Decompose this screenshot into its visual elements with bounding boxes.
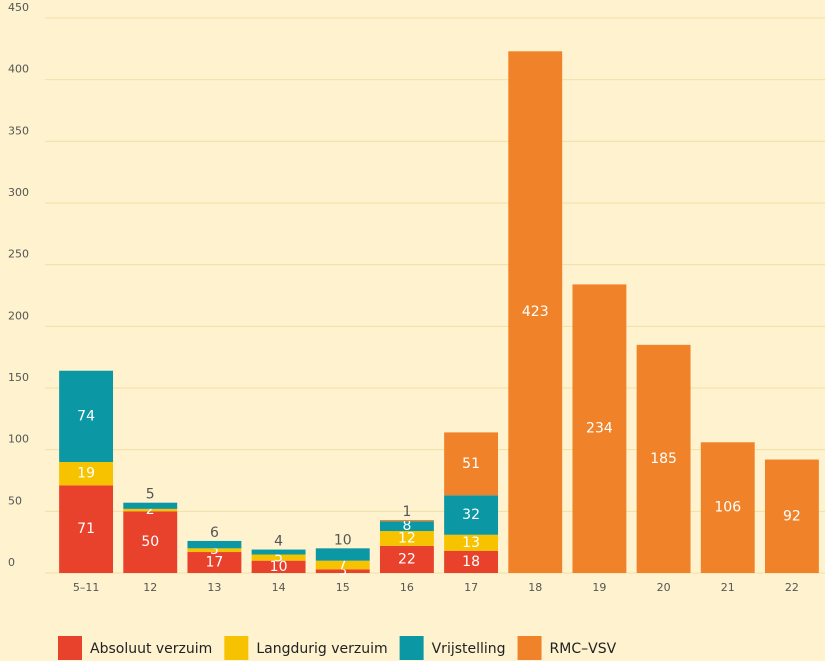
data-label: 3 [338,563,347,579]
y-tick-label: 150 [8,371,29,384]
x-tick-label: 19 [592,581,606,594]
data-label: 8 [402,518,411,534]
bar-segment [187,552,242,573]
data-label: 32 [462,507,480,523]
x-tick-label: 5–11 [73,581,100,594]
bar-segment [636,344,691,573]
x-tick-label: 12 [143,581,157,594]
data-label: 13 [462,535,480,551]
x-tick-label: 17 [464,581,478,594]
data-label: 22 [398,551,416,567]
legend-label: Absoluut verzuim [90,641,212,657]
data-label: 2 [146,502,155,518]
bar-segment [315,560,370,570]
data-label: 1 [402,504,411,520]
bar-segment [251,549,306,555]
y-tick-label: 0 [8,556,15,569]
y-tick-label: 50 [8,494,22,507]
x-tick-label: 18 [528,581,542,594]
bar-segment [123,511,178,573]
data-label: 5 [146,487,155,503]
data-label: 92 [783,508,801,524]
bar-segment [444,495,499,535]
bar-segment [123,508,178,512]
data-label: 17 [206,555,224,571]
y-tick-label: 450 [8,1,29,14]
bar-segment [315,569,370,573]
y-tick-label: 200 [8,309,29,322]
bar-segment [315,548,370,561]
data-label: 4 [274,534,283,550]
x-tick-label: 22 [785,581,799,594]
bar-segment [700,442,755,573]
data-label: 71 [77,521,95,537]
bar-segment [251,554,306,561]
legend-swatch [517,636,542,660]
data-label: 10 [270,559,288,575]
x-tick-label: 15 [336,581,350,594]
bar-segment [764,459,819,573]
x-tick-label: 21 [721,581,735,594]
bar-segment [187,540,242,549]
bar-segment [444,534,499,551]
x-tick-label: 13 [207,581,221,594]
bar-segment [572,284,627,573]
bar-segment [59,462,114,486]
bar-segment [187,548,242,553]
data-label: 6 [210,525,219,541]
data-label: 423 [522,304,549,320]
x-tick-label: 16 [400,581,414,594]
bar-segment [379,521,434,532]
bar-segment [123,502,178,509]
data-label: 106 [714,500,741,516]
bar-segment [444,432,499,496]
data-label: 3 [210,542,219,558]
y-tick-label: 250 [8,248,29,261]
bar-segment [379,519,434,522]
data-label: 12 [398,530,416,546]
data-label: 7 [338,557,347,573]
data-label: 5 [274,550,283,566]
legend-label: Vrijstelling [432,641,506,657]
data-label: 50 [141,534,159,550]
data-label: 51 [462,456,480,472]
legend-swatch [399,636,424,660]
y-tick-label: 400 [8,63,29,76]
data-label: 19 [77,466,95,482]
x-tick-label: 20 [657,581,671,594]
legend-label: RMC–VSV [550,641,617,657]
data-label: 185 [650,451,677,467]
bar-segment [444,550,499,573]
legend-swatch [58,636,82,660]
data-label: 74 [77,408,95,424]
data-label: 10 [334,532,352,548]
bar-segment [59,485,114,573]
legend-label: Langdurig verzuim [256,641,387,657]
x-tick-label: 14 [272,581,286,594]
bar-segment [379,545,434,573]
bar-segment [508,51,563,574]
legend-swatch [224,636,249,660]
bar-segment [379,531,434,546]
y-tick-label: 350 [8,124,29,137]
data-label: 18 [462,554,480,570]
bar-segment [251,560,306,573]
data-label: 234 [586,421,613,437]
bar-segment [59,370,114,462]
y-tick-label: 100 [8,433,29,446]
y-tick-label: 300 [8,186,29,199]
